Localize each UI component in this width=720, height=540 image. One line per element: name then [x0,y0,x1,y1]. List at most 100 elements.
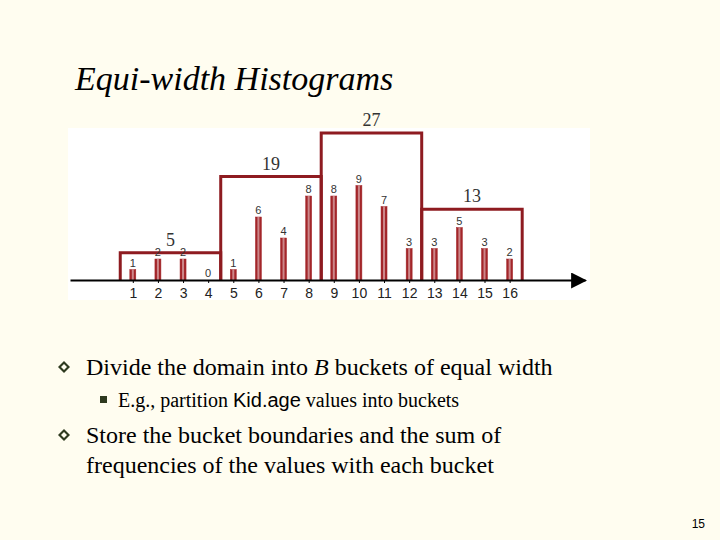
value-bar [381,207,387,281]
bar-label: 3 [406,236,412,248]
bucket-label: 13 [463,186,481,206]
bar-label: 2 [180,246,186,258]
x-tick-mark [359,280,360,283]
x-tick-label: 15 [477,285,493,301]
data-labels: 12201648897335325192713 [130,110,513,279]
x-tick: 15 [477,280,493,301]
value-bar [431,249,437,281]
x-tick: 8 [305,280,313,301]
bar-highlight [433,249,435,281]
text-run: B [314,354,329,380]
sub-bullet-icon [100,396,107,403]
slide-title: Equi-width Histograms [74,60,393,97]
value-bar [482,249,488,281]
bucket [422,209,522,280]
x-tick-mark [434,280,435,283]
value-bar [507,259,513,280]
value-bar [255,217,261,280]
page-number: 15 [692,517,706,531]
x-tick-mark [284,280,285,283]
bar-label: 2 [155,246,161,258]
x-axis: 12345678910111213141516 [71,280,586,301]
bar-label: 9 [356,173,362,185]
text-run: Kid.age [233,389,301,411]
bar-label: 6 [255,204,261,216]
text-run: Store the bucket boundaries and the sum … [86,422,501,448]
bar-label: 1 [130,257,136,269]
x-tick-mark [208,280,209,283]
text-run: frequencies of the values with each buck… [86,452,494,478]
bar-highlight [157,259,159,280]
value-bar [155,259,161,280]
bar-label: 2 [507,246,513,258]
bullet-text: frequencies of the values with each buck… [86,452,494,478]
bucket [120,253,220,280]
x-tick-mark [133,280,134,283]
bucket-label: 5 [166,230,175,250]
bullet-text: Divide the domain into B buckets of equa… [86,354,553,380]
x-tick: 10 [352,280,368,301]
value-bar [130,270,136,281]
x-tick-label: 2 [155,285,163,301]
value-bar [230,270,236,281]
bar-highlight [232,270,234,281]
x-tick-mark [258,280,259,283]
bucket-label: 27 [362,110,380,130]
x-tick-mark [158,280,159,283]
text-run: values into buckets [301,389,460,411]
plot-area [120,133,522,280]
x-tick-label: 14 [452,285,468,301]
bucket [221,177,321,280]
bar-highlight [458,228,460,281]
bullet-icon [58,429,70,441]
x-tick: 6 [255,280,263,301]
x-tick-mark [510,280,511,283]
chart-background [68,128,590,300]
x-tick-label: 7 [280,285,288,301]
bar-label: 3 [431,236,437,248]
x-tick-label: 3 [180,285,188,301]
x-tick-label: 5 [230,285,238,301]
bar-highlight [283,238,285,280]
bar-highlight [509,259,511,280]
x-tick-mark [384,280,385,283]
bullet-icon-inner [61,364,67,370]
x-axis-line [71,280,586,282]
x-tick: 12 [402,280,418,301]
x-tick-label: 8 [305,285,313,301]
x-tick: 1 [129,280,137,301]
text-run: buckets of equal width [329,354,553,380]
x-tick-mark [485,280,486,283]
x-tick-label: 6 [255,285,263,301]
x-tick: 5 [230,280,238,301]
bar-highlight [333,196,335,280]
sub-bullet-text: E.g., partition Kid.age values into buck… [118,389,459,412]
bar-label: 8 [331,183,337,195]
x-tick: 4 [205,280,213,301]
x-tick-label: 13 [427,285,443,301]
bar-highlight [408,249,410,281]
bar-label: 3 [481,236,487,248]
x-tick: 13 [427,280,443,301]
bucket-label: 19 [262,154,280,174]
slide: Equi-width Histograms1220164889733532519… [0,0,720,540]
value-bar [356,186,362,281]
x-tick: 9 [330,280,338,301]
x-tick-mark [334,280,335,283]
text-run: Divide the domain into [86,354,314,380]
x-tick-mark [409,280,410,283]
x-tick: 16 [502,280,518,301]
x-tick-label: 12 [402,285,418,301]
x-tick-label: 11 [377,285,392,301]
bar-highlight [308,196,310,280]
bullet-text: Store the bucket boundaries and the sum … [86,422,501,448]
x-tick: 11 [377,280,392,301]
bar-label: 7 [381,194,387,206]
x-tick: 3 [180,280,188,301]
value-bar [456,228,462,281]
x-tick: 7 [280,280,288,301]
bar-highlight [132,270,134,281]
bar-highlight [182,259,184,280]
value-bar [331,196,337,280]
text-run: E.g., partition [118,389,233,412]
